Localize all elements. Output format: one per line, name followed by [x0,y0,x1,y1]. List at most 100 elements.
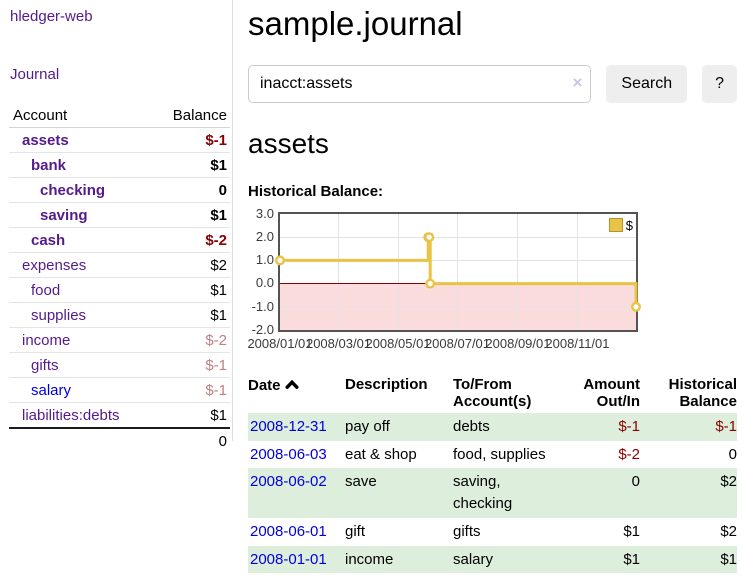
account-cell: assets [9,128,120,153]
account-row: salary $-1 [9,378,230,403]
account-balance: $-1 [205,131,227,149]
register-row: 2008-06-02 save saving, checking 0 $2 [248,468,737,518]
chart-title: Historical Balance: [248,182,384,200]
accounts-table: Account Balance assets $-1 bank $1 checking 0… [9,103,230,453]
account-link[interactable]: saving [40,206,88,224]
sidebar-item-journal[interactable]: Journal [10,66,60,83]
register-header-date[interactable]: Date [248,373,345,413]
data-point-marker [275,255,285,266]
clear-search-icon[interactable]: × [572,73,583,93]
account-cell: food [9,278,120,303]
x-axis-tick-label: 2008/11/01 [545,335,610,351]
balance-line-series [275,232,642,312]
account-row: gifts $-1 [9,353,230,378]
register-header-amount: Amount Out/In [583,375,640,410]
account-cell: income [9,328,120,353]
account-row: food $1 [9,278,230,303]
data-point-marker [631,301,642,312]
chart-legend: $ [608,217,633,233]
sidebar: hledger-web Journal Account Balance asse… [0,0,232,453]
register-row: 2008-12-31 pay off debts $-1 $-1 [248,412,737,441]
account-balance: $-1 [205,381,227,399]
account-balance: $-2 [205,331,227,349]
account-row: assets $-1 [9,128,230,153]
search-input[interactable] [248,65,592,104]
sort-ascending-icon [285,376,299,393]
register-header-description: Description [345,375,428,393]
account-balance: $2 [210,256,227,274]
help-button[interactable]: ? [702,65,737,104]
register-body: 2008-12-31 pay off debts $-1 $-1 2008-06-03 ea… [248,412,737,574]
register-date-cell: 2008-12-31 [248,413,345,441]
account-link[interactable]: food [31,281,61,299]
account-link[interactable]: supplies [31,306,87,324]
transaction-date-link[interactable]: 2008-06-01 [250,522,327,540]
account-link[interactable]: assets [22,131,69,149]
register-amount-cell: $1 [623,522,640,540]
account-balance: $-1 [205,356,227,374]
account-balance: 0 [218,181,227,199]
register-description-cell: income [345,550,394,568]
account-balance: $1 [210,156,227,174]
account-link[interactable]: bank [31,156,67,174]
account-link[interactable]: income [22,331,71,349]
h-gridline [280,306,636,308]
account-link[interactable]: checking [40,181,106,199]
data-point-marker [425,278,436,289]
transaction-date-link[interactable]: 2008-06-02 [250,473,327,491]
register-date-cell: 2008-01-01 [248,546,345,574]
register-balance-cell: 0 [728,445,737,463]
register-date-cell: 2008-06-03 [248,441,345,469]
account-link[interactable]: gifts [31,356,59,374]
search-button[interactable]: Search [606,65,688,104]
brand-link[interactable]: hledger-web [10,8,93,25]
register-accounts-cell: gifts [453,522,481,540]
register-amount-cell: 0 [631,473,640,491]
account-row: cash $-2 [9,228,230,253]
register-description-cell: pay off [345,417,390,435]
accounts-body: assets $-1 bank $1 checking 0 saving $1 cash $-2 e… [9,128,230,428]
account-row: liabilities:debts $1 [9,403,230,428]
account-link[interactable]: cash [31,231,66,249]
register-accounts-cell: debts [453,417,490,435]
v-gridline [457,213,458,330]
accounts-header-account: Account [9,103,120,128]
account-cell: saving [9,203,120,228]
register-amount-cell: $1 [623,550,640,568]
h-gridline [280,236,636,238]
register-date-cell: 2008-06-01 [248,518,345,546]
account-link[interactable]: salary [31,381,72,399]
y-axis-tick-label: 1.0 [255,252,274,268]
x-axis-tick-label: 2008/09/01 [485,335,551,351]
account-balance: $1 [210,306,227,324]
h-gridline [280,259,636,261]
register-header-balance: Historical Balance [668,375,737,410]
register-header-date-label: Date [248,376,281,394]
transaction-date-link[interactable]: 2008-06-03 [250,445,327,463]
account-balance: $-2 [205,231,227,249]
accounts-header-row: Account Balance [9,103,230,128]
v-gridline [576,213,578,330]
register-row: 2008-06-03 eat & shop food, supplies $-2 0 [248,441,737,469]
register-accounts-cell: saving, checking [453,473,513,513]
register-row: 2008-06-01 gift gifts $1 $2 [248,518,737,546]
x-axis-tick-label: 2008/05/01 [365,335,431,351]
transaction-date-link[interactable]: 2008-01-01 [250,550,327,568]
account-link[interactable]: expenses [22,256,87,274]
account-row: income $-2 [9,328,230,353]
register-accounts-cell: food, supplies [453,445,546,463]
v-gridline [517,213,519,330]
account-title: assets [248,128,329,160]
transaction-date-link[interactable]: 2008-12-31 [250,417,327,435]
register-header-row: Date Description To/From Account(s) Amou… [248,373,737,413]
register-balance-cell: $2 [720,473,737,491]
x-axis-tick-label: 2008/07/01 [424,335,491,351]
legend-label: $ [625,217,633,233]
y-axis-tick-label: -2.0 [251,321,274,337]
accounts-total-row: 0 [9,427,230,453]
register-row: 2008-01-01 income salary $1 $1 [248,545,737,574]
chart-plot-area: $ [275,211,642,332]
page-title: sample.journal [248,5,463,42]
account-link[interactable]: liabilities:debts [22,406,120,424]
sidebar-divider [232,0,233,441]
